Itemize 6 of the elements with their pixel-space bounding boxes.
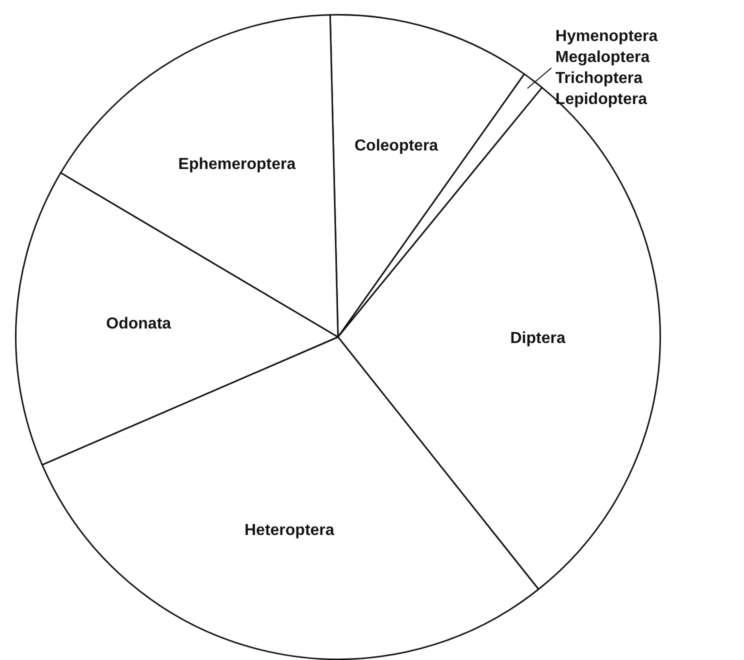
slice-label: Diptera [510, 330, 566, 347]
slice-label: Heteroptera [244, 522, 334, 540]
slice-label: Hymenoptera Megaloptera Trichoptera Lepidoptera [555, 28, 658, 108]
slice-label: Odonata [106, 316, 172, 333]
slice-label: Ephemeroptera [178, 156, 296, 174]
slice-label: Coleoptera [354, 137, 438, 154]
